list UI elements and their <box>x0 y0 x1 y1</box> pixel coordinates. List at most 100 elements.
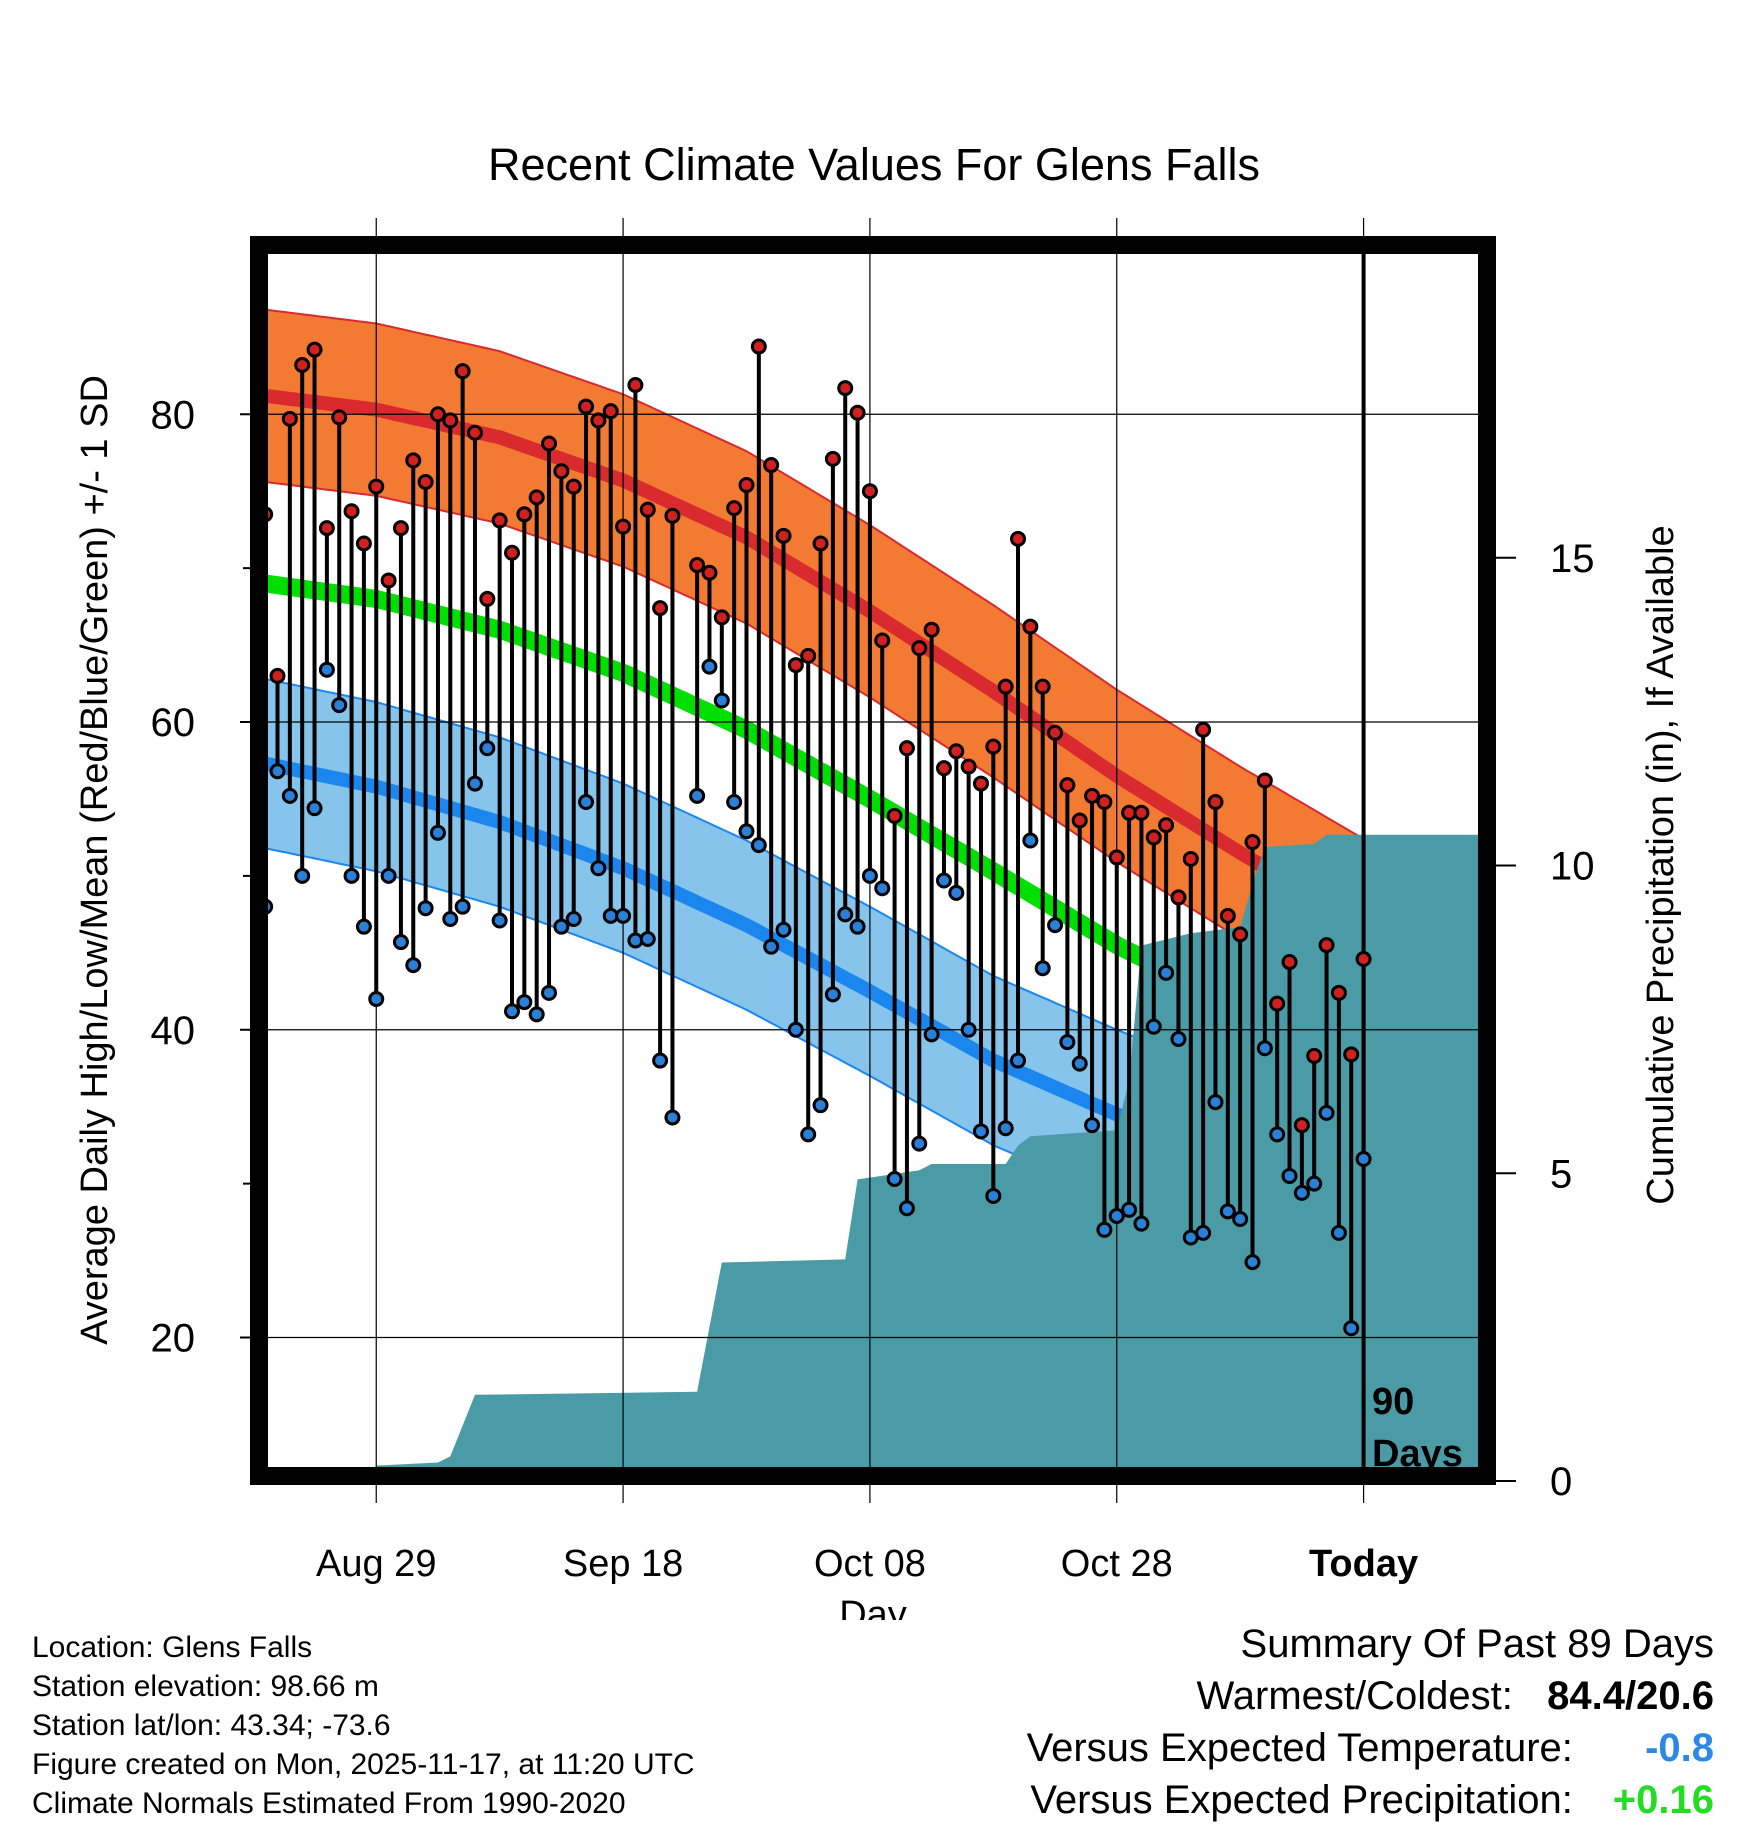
daily-low-point <box>639 930 656 947</box>
daily-low-point <box>306 800 323 817</box>
daily-high-point <box>886 807 903 824</box>
daily-low-point <box>615 907 632 924</box>
daily-low-point <box>479 740 496 757</box>
daily-low-point <box>948 884 965 901</box>
precip-label: Versus Expected Precipitation: <box>1030 1778 1573 1822</box>
y-axis-right-title: Cumulative Precipitation (in), If Availa… <box>1640 525 1682 1204</box>
daily-low-point <box>1269 1126 1286 1143</box>
daily-low-point <box>689 787 706 804</box>
daily-low-point <box>1022 832 1039 849</box>
summary-title: Summary Of Past 89 Days <box>1240 1622 1714 1666</box>
daily-high-point <box>713 609 730 626</box>
daily-low-point <box>392 934 409 951</box>
daily-high-point <box>602 403 619 420</box>
y-right-tick-label: 0 <box>1550 1460 1572 1504</box>
daily-high-point <box>491 512 508 529</box>
daily-low-point <box>1281 1167 1298 1184</box>
y-right-tick-label: 5 <box>1550 1152 1572 1196</box>
daily-low-point <box>997 1120 1014 1137</box>
daily-low-point <box>960 1021 977 1038</box>
daily-low-point <box>491 912 508 929</box>
daily-high-point <box>1281 954 1298 971</box>
daily-high-point <box>331 409 348 426</box>
daily-high-point <box>948 743 965 760</box>
daily-high-point <box>454 363 471 380</box>
daily-low-point <box>1084 1117 1101 1134</box>
temp-value: -0.8 <box>1645 1726 1714 1770</box>
daily-high-point <box>1306 1047 1323 1064</box>
daily-high-point <box>726 500 743 517</box>
daily-high-point <box>787 657 804 674</box>
daily-high-point <box>1293 1117 1310 1134</box>
daily-low-point <box>1071 1055 1088 1072</box>
daily-high-point <box>652 600 669 617</box>
daily-low-point <box>528 1006 545 1023</box>
daily-high-point <box>516 506 533 523</box>
daily-high-point <box>1244 834 1261 851</box>
daily-low-point <box>824 986 841 1003</box>
daily-low-point <box>1047 917 1064 934</box>
daily-high-point <box>1108 849 1125 866</box>
daily-low-point <box>1121 1201 1138 1218</box>
daily-high-point <box>392 520 409 537</box>
daily-high-point <box>1256 772 1273 789</box>
daily-high-point <box>1195 721 1212 738</box>
daily-high-point <box>417 473 434 490</box>
daily-high-point <box>1330 984 1347 1001</box>
daily-high-point <box>812 535 829 552</box>
daily-low-point <box>898 1200 915 1217</box>
daily-low-point <box>1293 1184 1310 1201</box>
daily-high-point <box>1059 777 1076 794</box>
daily-high-point <box>1034 678 1051 695</box>
daily-low-point <box>911 1135 928 1152</box>
daily-low-point <box>405 957 422 974</box>
daily-low-point <box>972 1123 989 1140</box>
daily-low-point <box>590 860 607 877</box>
daily-low-point <box>1244 1254 1261 1271</box>
daily-high-point <box>738 477 755 494</box>
daily-high-point <box>528 489 545 506</box>
daily-high-point <box>1010 530 1027 547</box>
station-info: Location: Glens Falls Station elevation:… <box>32 1628 695 1823</box>
daily-high-point <box>1269 995 1286 1012</box>
daily-high-point <box>504 544 521 561</box>
y-left-tick-label: 20 <box>151 1317 196 1361</box>
daily-high-point <box>318 520 335 537</box>
daily-high-point <box>565 478 582 495</box>
x-tick-label: Today <box>1309 1543 1418 1585</box>
y-left-tick-label: 40 <box>151 1009 196 1053</box>
y-axis-left-title: Average Daily High/Low/Mean (Red/Blue/Gr… <box>74 375 116 1345</box>
daily-low-point <box>1318 1104 1335 1121</box>
daily-high-point <box>911 640 928 657</box>
daily-low-point <box>812 1097 829 1114</box>
daily-high-point <box>1232 926 1249 943</box>
daily-high-point <box>1170 889 1187 906</box>
daily-low-point <box>1343 1320 1360 1337</box>
daily-low-point <box>1306 1175 1323 1192</box>
daily-low-point <box>1232 1211 1249 1228</box>
daily-low-point <box>1195 1224 1212 1241</box>
daily-low-point <box>454 898 471 915</box>
daily-high-point <box>701 564 718 581</box>
y-right-tick-label: 10 <box>1550 845 1595 889</box>
daily-high-point <box>1096 794 1113 811</box>
daily-low-point <box>355 918 372 935</box>
daily-high-point <box>664 507 681 524</box>
normal-high-sd-band <box>264 308 1487 1074</box>
daily-low-point <box>553 918 570 935</box>
daily-high-point <box>1182 850 1199 867</box>
daily-high-point <box>775 527 792 544</box>
x-tick-label: Oct 08 <box>814 1543 926 1585</box>
daily-high-point <box>590 412 607 429</box>
daily-low-point <box>923 1026 940 1043</box>
info-elevation: Station elevation: 98.66 m <box>32 1670 379 1703</box>
daily-high-point <box>294 357 311 374</box>
daily-low-point <box>849 918 866 935</box>
daily-low-point <box>578 794 595 811</box>
daily-low-point <box>1108 1207 1125 1224</box>
daily-low-point <box>1170 1030 1187 1047</box>
daily-high-point <box>1343 1046 1360 1063</box>
daily-low-point <box>516 994 533 1011</box>
daily-high-point <box>405 452 422 469</box>
daily-high-point <box>898 740 915 757</box>
